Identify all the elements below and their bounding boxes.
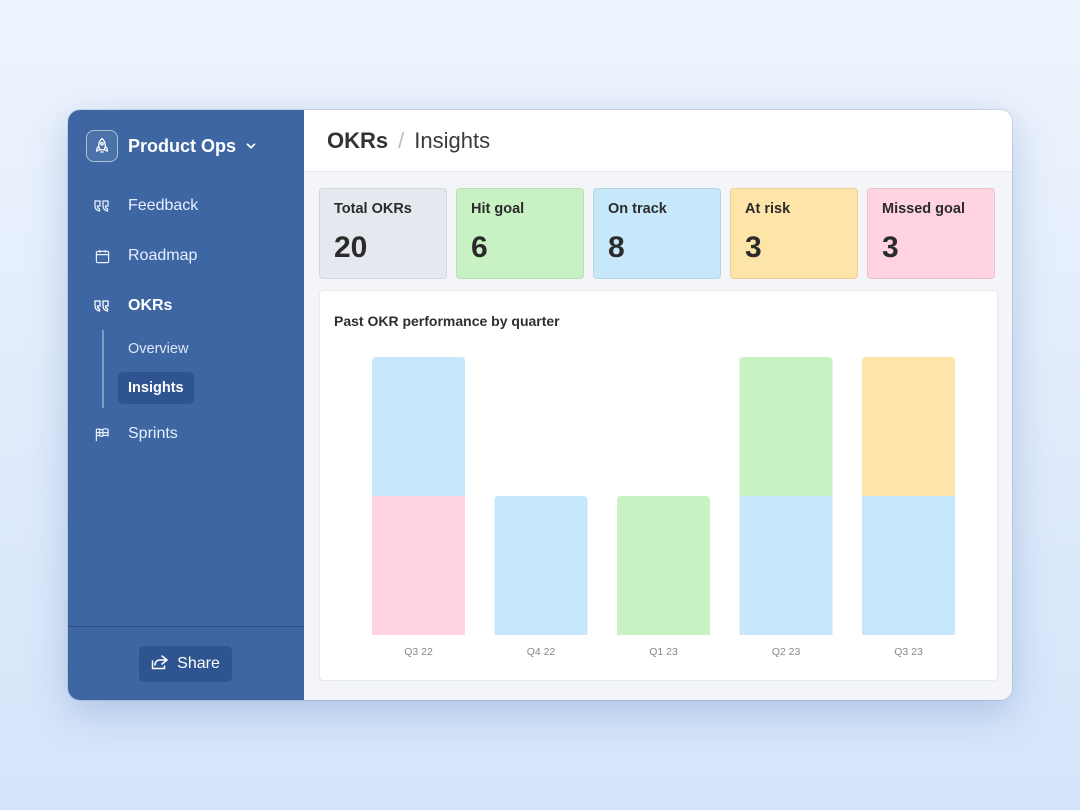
stat-card-missed-goal: Missed goal 3	[867, 188, 995, 279]
sidebar-item-roadmap[interactable]: Roadmap	[94, 244, 197, 268]
stat-value: 3	[882, 231, 899, 264]
x-tick-label: Q4 22	[527, 646, 556, 658]
breadcrumb: OKRs / Insights	[304, 110, 1012, 172]
stat-label: At risk	[745, 201, 791, 217]
stat-label: Total OKRs	[334, 201, 412, 217]
stat-value: 6	[471, 231, 488, 264]
share-icon	[151, 654, 169, 675]
page-title: Insights	[414, 127, 491, 153]
breadcrumb-separator: /	[398, 127, 405, 153]
breadcrumb-root[interactable]: OKRs	[327, 127, 389, 153]
stat-label: On track	[608, 201, 667, 217]
share-label: Share	[177, 655, 220, 672]
stat-value: 3	[745, 231, 762, 264]
stacked-bar-chart: Q3 22 Q4 22 Q1 23 Q2 23 Q3 23	[372, 357, 955, 658]
bar-segment-at-risk	[862, 357, 955, 496]
rocket-icon	[86, 130, 118, 162]
stat-label: Missed goal	[882, 201, 965, 217]
subnav-guide-line	[102, 330, 104, 408]
stat-value: 8	[608, 231, 625, 264]
stat-card-at-risk: At risk 3	[730, 188, 858, 279]
sidebar-item-sprints[interactable]: Sprints	[94, 422, 178, 446]
quote-icon	[94, 198, 110, 214]
app-window: Product Ops Feedback Roadmap OKRs Overvi…	[68, 110, 1012, 700]
stat-card-total: Total OKRs 20	[319, 188, 447, 279]
x-tick-label: Q3 23	[894, 646, 923, 658]
sidebar-divider	[68, 626, 304, 627]
sidebar-item-okrs[interactable]: OKRs	[94, 294, 172, 318]
sidebar-item-feedback[interactable]: Feedback	[94, 194, 198, 218]
workspace-name: Product Ops	[128, 135, 237, 156]
bar-segment-hit-goal	[617, 496, 710, 635]
bar-segment-on-track	[862, 496, 955, 635]
x-tick-label: Q3 22	[404, 646, 433, 658]
chevron-down-icon	[244, 139, 258, 153]
chart-card: Past OKR performance by quarter Q3 22 Q4 …	[319, 290, 998, 681]
sidebar-item-label: Roadmap	[128, 247, 198, 264]
calendar-icon	[94, 248, 110, 264]
sidebar-item-label: OKRs	[128, 297, 173, 314]
bar-segment-on-track	[372, 357, 465, 496]
x-tick-label: Q2 23	[772, 646, 801, 658]
sidebar: Product Ops Feedback Roadmap OKRs Overvi…	[68, 110, 304, 700]
quote-icon	[94, 298, 110, 314]
workspace-switcher[interactable]: Product Ops	[86, 130, 258, 162]
bar-segment-on-track	[494, 496, 588, 635]
bar-segment-hit-goal	[739, 357, 833, 496]
bar-segment-missed-goal	[372, 496, 465, 635]
subnav-item-overview[interactable]: Overview	[128, 341, 189, 357]
x-tick-label: Q1 23	[649, 646, 678, 658]
share-button[interactable]: Share	[139, 646, 232, 682]
stat-value: 20	[334, 231, 368, 264]
stat-card-on-track: On track 8	[593, 188, 721, 279]
flag-icon	[94, 426, 110, 442]
stats-row: Total OKRs 20 Hit goal 6 On track 8 At r…	[319, 188, 995, 279]
chart-title: Past OKR performance by quarter	[334, 313, 560, 329]
stat-card-hit-goal: Hit goal 6	[456, 188, 584, 279]
main-content: OKRs / Insights Total OKRs 20 Hit goal 6…	[304, 110, 1012, 700]
sidebar-item-label: Sprints	[128, 425, 178, 442]
sidebar-item-label: Feedback	[128, 197, 199, 214]
bar-segment-on-track	[739, 496, 833, 635]
subnav-item-insights[interactable]: Insights	[118, 372, 194, 404]
stat-label: Hit goal	[471, 201, 525, 217]
